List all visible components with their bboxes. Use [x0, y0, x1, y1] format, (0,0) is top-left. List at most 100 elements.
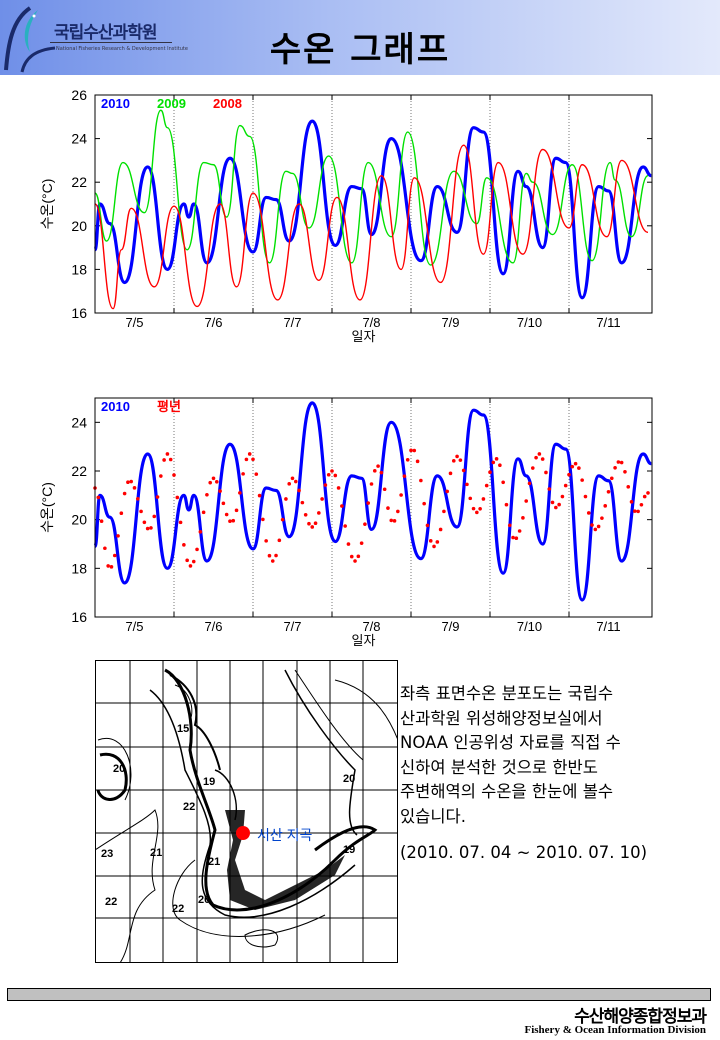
y-tick-label: 20 [71, 512, 87, 528]
normal-data-point [218, 489, 222, 493]
normal-data-point [247, 452, 252, 456]
normal-data-point [132, 486, 137, 490]
normal-data-point [191, 559, 196, 564]
normal-data-point [491, 460, 496, 465]
normal-data-point [494, 457, 499, 461]
normal-data-point [435, 540, 440, 544]
normal-data-point [241, 472, 245, 476]
x-tick-label: 7/7 [283, 315, 301, 330]
normal-data-point [583, 494, 588, 499]
description: 좌측 표면수온 분포도는 국립수 산과학원 위성해양정보실에서 NOAA 인공위… [400, 682, 720, 829]
normal-data-point [284, 497, 288, 501]
logo-text-en: National Fisheries Research & Developmen… [56, 46, 188, 52]
normal-data-point [534, 455, 538, 460]
x-tick-label: 7/6 [204, 315, 222, 330]
contour-label: 19 [343, 844, 355, 856]
normal-data-point [251, 457, 255, 462]
normal-data-point [168, 457, 173, 462]
normal-data-point [126, 480, 130, 485]
normal-data-point [139, 509, 143, 514]
normal-data-point [336, 486, 341, 490]
y-tick-label: 18 [71, 261, 87, 277]
normal-data-point [636, 509, 640, 514]
legend-entry-2010: 2010 [101, 399, 130, 414]
series-line-2008 [94, 144, 649, 310]
y-tick-label: 16 [71, 305, 87, 321]
y-axis-label: 수온(°C) [39, 179, 55, 230]
normal-data-point [573, 461, 578, 466]
contour-label: 21 [150, 847, 162, 859]
series-line-2010 [93, 401, 652, 602]
normal-data-point [488, 470, 492, 475]
contour-label: 22 [105, 896, 117, 908]
normal-data-point [99, 519, 104, 524]
normal-data-point [396, 509, 400, 514]
normal-data-point [343, 524, 347, 528]
y-tick-label: 20 [71, 218, 87, 234]
normal-data-point [498, 463, 502, 468]
normal-data-point [412, 448, 417, 453]
normal-data-point [340, 504, 344, 508]
normal-data-point [455, 454, 459, 459]
normal-data-point [323, 483, 328, 487]
normal-data-point [461, 468, 466, 473]
x-tick-label: 7/9 [441, 315, 459, 330]
series-line-2009 [94, 109, 649, 266]
normal-data-point [633, 509, 637, 513]
normal-data-point [238, 491, 242, 495]
normal-data-point [484, 483, 489, 488]
normal-data-point [567, 472, 571, 477]
legend-entry-평년: 평년 [157, 399, 181, 414]
normal-data-point [507, 523, 512, 528]
normal-data-point [570, 464, 575, 469]
normal-data-point [514, 536, 519, 541]
x-tick-label: 7/5 [125, 619, 143, 634]
normal-data-point [409, 448, 413, 453]
normal-data-point [172, 473, 176, 477]
normal-data-point [346, 542, 351, 546]
page-title: 수온 그래프 [269, 30, 451, 70]
normal-data-point [619, 460, 624, 465]
map-contours [95, 668, 398, 963]
normal-data-point [109, 565, 114, 569]
normal-data-point [165, 452, 170, 456]
normal-data-point [293, 479, 298, 484]
normal-data-point [405, 457, 410, 462]
normal-data-point [560, 494, 565, 499]
normal-data-point [606, 489, 611, 494]
normal-data-point [600, 516, 604, 520]
normal-data-point [214, 479, 219, 484]
sst-distribution-map: 20 15 19 22 21 23 22 22 21 20 20 19 서산 지… [95, 660, 398, 963]
normal-data-point [386, 506, 390, 510]
x-tick-label: 7/5 [125, 315, 143, 330]
normal-data-point [422, 501, 426, 506]
normal-data-point [359, 541, 364, 545]
normal-data-point [616, 460, 621, 464]
normal-data-point [590, 523, 594, 527]
normal-data-point [188, 564, 193, 568]
y-tick-label: 24 [71, 414, 87, 430]
footer-org-kr: 수산해양종합정보과 [574, 1007, 707, 1027]
normal-data-point [267, 553, 272, 558]
normal-data-point [244, 457, 249, 462]
header-banner: 국립수산과학원 National Fisheries Research & De… [0, 0, 720, 75]
normal-data-point [586, 511, 591, 515]
plot-frame [94, 94, 653, 314]
normal-data-point [313, 521, 318, 526]
normal-data-point [596, 524, 601, 529]
x-tick-label: 7/10 [517, 315, 542, 330]
normal-data-point [557, 502, 561, 507]
logo-text-kr: 국립수산과학원 [54, 23, 157, 43]
normal-data-point [152, 514, 157, 519]
normal-data-point [201, 510, 206, 515]
normal-data-point [178, 520, 183, 525]
normal-data-point [392, 519, 397, 523]
y-axis-label: 수온(°C) [39, 482, 55, 533]
normal-data-point [257, 493, 262, 498]
normal-data-point [261, 517, 265, 522]
normal-data-point [159, 474, 163, 478]
x-tick-label: 7/8 [362, 619, 380, 634]
normal-data-point [550, 500, 555, 505]
normal-data-point [208, 480, 213, 485]
normal-data-point [540, 457, 545, 461]
